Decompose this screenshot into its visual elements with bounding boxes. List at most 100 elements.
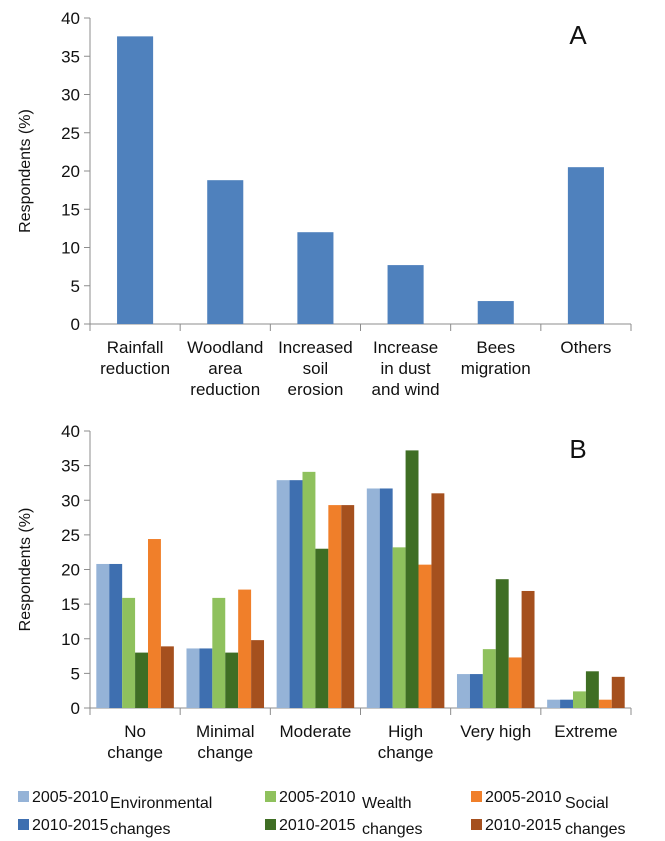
bar [405, 450, 419, 708]
bar [469, 674, 483, 708]
legend-label: 2005-2010 [485, 789, 562, 806]
legend-label: 2010-2015 [32, 817, 109, 834]
panel-label: A [569, 20, 587, 50]
y-tick-label: 5 [71, 664, 80, 683]
y-tick-label: 10 [61, 630, 80, 649]
y-tick-label: 40 [61, 9, 80, 28]
legend-label: 2005-2010 [32, 789, 109, 806]
y-tick-label: 25 [61, 526, 80, 545]
legend-swatch [471, 819, 482, 830]
legend-group-label: Wealth [362, 795, 412, 812]
x-tick-label: reduction [190, 380, 260, 399]
y-tick-label: 30 [61, 491, 80, 510]
y-tick-label: 5 [71, 277, 80, 296]
y-tick-label: 35 [61, 457, 80, 476]
bar [567, 167, 604, 324]
x-tick-label: Moderate [280, 722, 352, 741]
bar [560, 699, 573, 708]
x-tick-label: and wind [372, 380, 440, 399]
legend-group-label: Environmental [110, 795, 212, 812]
chart-b: 0 5 10 15 20 25 30 35 40 Respondents (%) B No change… [17, 422, 632, 762]
y-tick-label: 15 [61, 595, 80, 614]
y-tick-label: 40 [61, 422, 80, 441]
y-axis-label: Respondents (%) [17, 109, 34, 233]
legend-label: 2005-2010 [279, 789, 356, 806]
bar [585, 671, 599, 708]
y-tick-label: 0 [71, 315, 80, 334]
bar [96, 563, 110, 708]
bar [495, 579, 509, 708]
x-tick-label: Increased [278, 338, 353, 357]
legend-group-label: changes [362, 821, 423, 838]
x-tick-label: reduction [100, 359, 170, 378]
chart-a: 0 5 10 15 20 25 30 35 40 Respondents (%) A Rainfall… [17, 9, 632, 399]
bar [276, 480, 290, 708]
bar [238, 589, 252, 708]
x-tick-label: erosion [288, 380, 344, 399]
bar [328, 505, 342, 708]
bar [598, 699, 612, 708]
legend-swatch [265, 819, 276, 830]
x-tick-label: Increase [373, 338, 438, 357]
legend-swatch [18, 791, 29, 802]
y-tick-label: 10 [61, 239, 80, 258]
legend-label: 2010-2015 [279, 817, 356, 834]
bar [508, 657, 522, 708]
x-tick-label: Extreme [554, 722, 617, 741]
bar [482, 649, 496, 708]
y-axis-label: Respondents (%) [17, 508, 34, 632]
legend-group-label: changes [110, 821, 171, 838]
y-tick-label: 25 [61, 124, 80, 143]
x-tick-label: in dust [381, 359, 431, 378]
bar [379, 488, 393, 708]
bar [431, 493, 445, 708]
bar [315, 548, 329, 708]
x-tick-label: Others [560, 338, 611, 357]
bar [109, 563, 123, 708]
bar [148, 539, 161, 708]
bar [418, 564, 432, 708]
legend-swatch [265, 791, 276, 802]
bar [297, 232, 334, 324]
bar [611, 676, 625, 708]
bar [212, 597, 226, 708]
bar [456, 674, 470, 708]
x-tick-label: Bees [476, 338, 515, 357]
y-tick-label: 15 [61, 200, 80, 219]
bar [225, 652, 239, 708]
bar [572, 691, 586, 708]
y-tick-label: 20 [61, 561, 80, 580]
legend-group-label: Social [565, 795, 609, 812]
x-tick-label: High [388, 722, 423, 741]
bar [366, 488, 380, 708]
bar [207, 180, 244, 324]
bar [387, 265, 424, 324]
x-tick-label: Rainfall [107, 338, 164, 357]
bar [186, 648, 200, 708]
bar [289, 480, 303, 708]
bar [160, 646, 174, 708]
bar [341, 505, 355, 708]
y-tick-label: 35 [61, 47, 80, 66]
x-tick-label: Minimal [196, 722, 255, 741]
bar [135, 652, 149, 708]
x-tick-label: No [124, 722, 146, 741]
x-tick-label: change [197, 743, 253, 762]
x-tick-label: area [208, 359, 243, 378]
x-tick-label: Woodland [187, 338, 263, 357]
x-tick-label: change [378, 743, 434, 762]
legend-swatch [471, 791, 482, 802]
legend: 2005-2010 2010-2015 2005-2010 2010-2015 2005… [18, 789, 626, 838]
x-tick-label: migration [461, 359, 531, 378]
bar [302, 471, 316, 708]
bar [251, 640, 265, 708]
x-tick-label: change [107, 743, 163, 762]
legend-label: 2010-2015 [485, 817, 562, 834]
x-tick-label: soil [303, 359, 329, 378]
x-tick-label: Very high [460, 722, 531, 741]
y-tick-label: 0 [71, 699, 80, 718]
bar [122, 597, 136, 708]
bar [547, 699, 561, 708]
bar [392, 547, 406, 708]
